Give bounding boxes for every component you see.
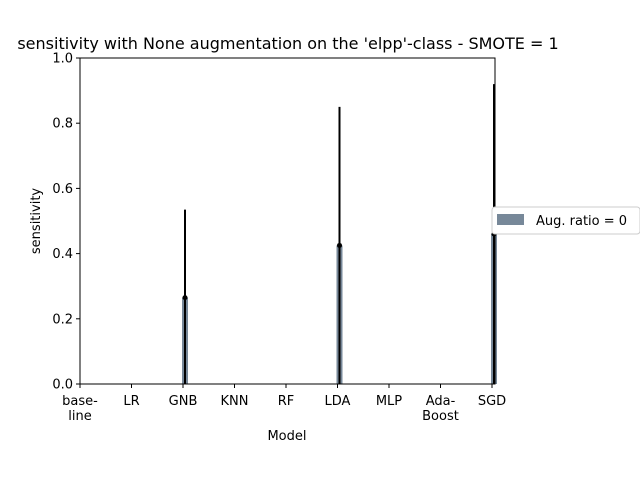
- x-tick-label: GNB: [169, 394, 198, 409]
- mean-marker: [182, 295, 188, 301]
- x-tick-label-line: base-: [62, 394, 98, 409]
- plot-area: 0.0 0.2 0.4 0.6 0.8 1.0 base-line LR GNB KNN RF LDA…: [52, 52, 506, 425]
- x-tick-label-line: SGD: [478, 394, 506, 409]
- x-axis-label: Model: [267, 429, 306, 444]
- legend-label: Aug. ratio = 0: [536, 214, 627, 229]
- x-tick-label: MLP: [376, 394, 402, 409]
- y-tick-label: 0.2: [52, 312, 73, 327]
- x-tick-label: base-line: [62, 394, 98, 424]
- chart-title: sensitivity with None augmentation on th…: [17, 34, 558, 53]
- mean-marker: [337, 242, 342, 248]
- x-tick-label: Ada-Boost: [422, 394, 459, 424]
- x-tick-label: SGD: [478, 394, 506, 409]
- x-tick-label-line: LR: [123, 394, 139, 409]
- y-tick-label: 1.0: [52, 52, 73, 67]
- legend-box: [491, 206, 640, 235]
- y-tick-label: 0.6: [52, 182, 73, 197]
- x-tick-label-line: KNN: [221, 394, 249, 409]
- x-tick-label: LR: [123, 394, 139, 409]
- y-tick-label: 0.0: [52, 378, 73, 393]
- x-tick-label: RF: [278, 394, 295, 409]
- x-tick-label-line: LDA: [325, 394, 351, 409]
- x-tick-label-line: GNB: [169, 394, 198, 409]
- x-tick-label: KNN: [221, 394, 249, 409]
- legend-swatch: [497, 214, 524, 225]
- y-tick-label: 0.8: [52, 117, 73, 132]
- x-tick-label-line: Boost: [422, 409, 459, 424]
- x-tick-label: LDA: [325, 394, 351, 409]
- x-tick-label-line: MLP: [376, 394, 402, 409]
- y-axis-label: sensitivity: [29, 188, 44, 255]
- legend: Aug. ratio = 0: [491, 206, 640, 235]
- x-tick-label-line: Ada-: [426, 394, 456, 409]
- plot-frame: [79, 57, 496, 385]
- y-tick-label: 0.4: [52, 247, 73, 262]
- x-tick-label-line: line: [68, 409, 91, 424]
- x-tick-label-line: RF: [278, 394, 295, 409]
